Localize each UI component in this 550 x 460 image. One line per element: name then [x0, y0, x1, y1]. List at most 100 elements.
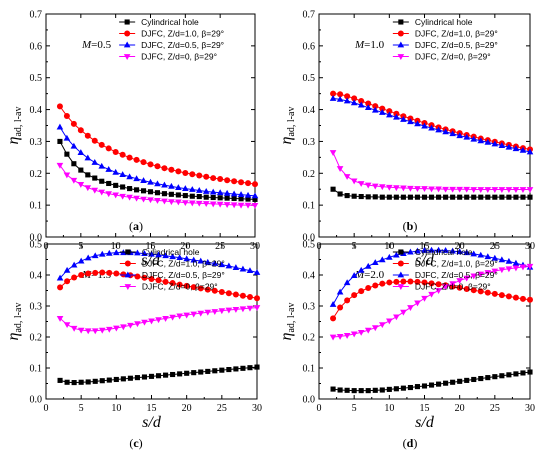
- data-point: [63, 172, 71, 179]
- data-point: [148, 276, 155, 283]
- data-point: [477, 288, 484, 295]
- data-point: [526, 148, 534, 155]
- data-point: [393, 185, 400, 192]
- data-point: [189, 171, 196, 178]
- data-point: [414, 300, 421, 307]
- data-point: [133, 195, 140, 202]
- caption-paren: ): [139, 436, 143, 450]
- data-point: [105, 145, 112, 152]
- data-point: [127, 375, 133, 381]
- data-point: [70, 177, 78, 184]
- data-point: [470, 135, 478, 142]
- data-point: [398, 19, 404, 25]
- data-point: [505, 266, 513, 273]
- y-tick-label: 0.3: [303, 302, 316, 313]
- y-tick-label: 0.5: [303, 240, 316, 251]
- data-point: [141, 374, 148, 380]
- data-point: [127, 186, 133, 192]
- data-point: [254, 295, 260, 302]
- data-point: [512, 294, 519, 301]
- data-point: [216, 201, 224, 208]
- x-tick-label: 5: [352, 403, 357, 414]
- panel-caption: (c): [129, 436, 142, 450]
- data-point: [393, 113, 400, 120]
- data-point: [106, 249, 113, 256]
- data-point: [176, 254, 183, 261]
- y-tick-label: 0.5: [30, 240, 43, 251]
- legend-label: DJFC, Z/d=0.5, β=29°: [415, 270, 498, 280]
- caption-letter: d: [407, 436, 414, 450]
- x-tick-label: 25: [217, 403, 227, 414]
- data-point: [414, 247, 421, 254]
- series-0: [330, 186, 533, 200]
- data-point: [120, 271, 127, 278]
- data-point: [120, 184, 126, 190]
- data-point: [365, 100, 372, 107]
- data-point: [78, 167, 84, 173]
- data-point: [436, 194, 442, 200]
- data-point: [169, 253, 176, 260]
- data-point: [112, 192, 119, 199]
- data-point: [421, 194, 428, 200]
- data-point: [202, 201, 210, 207]
- data-point: [56, 162, 64, 169]
- caption-paren: (: [403, 219, 407, 233]
- data-point: [240, 365, 246, 371]
- data-point: [464, 194, 470, 200]
- data-point: [189, 200, 196, 207]
- data-point: [393, 194, 399, 200]
- data-point: [92, 175, 98, 181]
- data-point: [484, 270, 492, 276]
- data-point: [169, 314, 176, 321]
- data-point: [372, 282, 379, 289]
- data-point: [364, 182, 372, 189]
- data-point: [505, 143, 513, 150]
- data-point: [140, 159, 147, 166]
- data-point: [397, 284, 405, 290]
- data-point: [232, 307, 240, 313]
- data-point: [84, 328, 92, 335]
- data-point: [400, 194, 406, 200]
- data-point: [330, 90, 337, 97]
- data-point: [421, 383, 428, 389]
- data-point: [154, 163, 161, 170]
- data-point: [140, 196, 147, 203]
- data-point: [330, 386, 336, 392]
- caption-paren: ): [413, 436, 417, 450]
- data-point: [106, 180, 112, 187]
- chart-panel-c: 0 5 10 15 20 25 30 0.0 0.1 0.2 0.3 0.4 0.5 s/d ηad, l-…: [5, 240, 262, 451]
- mach-annotation-val: =2.0: [364, 269, 384, 281]
- data-point: [71, 161, 77, 167]
- y-axis-label-subscript: ad, l-av: [286, 107, 297, 137]
- data-point: [226, 367, 232, 373]
- data-point: [205, 368, 211, 374]
- data-point: [98, 327, 106, 334]
- data-point: [428, 186, 435, 193]
- y-tick-label: 0.5: [303, 73, 316, 84]
- data-point: [204, 286, 211, 293]
- data-point: [435, 288, 442, 294]
- data-point: [148, 318, 155, 325]
- data-point: [70, 142, 78, 149]
- mach-annotation-val: =0.5: [91, 39, 111, 51]
- data-point: [99, 178, 105, 184]
- data-point: [98, 250, 106, 257]
- data-point: [230, 190, 238, 197]
- data-point: [407, 305, 414, 311]
- series-2: [56, 249, 261, 281]
- data-point: [407, 248, 414, 255]
- data-point: [112, 168, 119, 175]
- data-point: [91, 137, 98, 144]
- data-point: [182, 200, 189, 207]
- data-point: [197, 257, 205, 264]
- caption-letter: b: [407, 219, 414, 233]
- data-point: [344, 93, 351, 100]
- data-point: [407, 118, 414, 125]
- data-point: [344, 297, 351, 304]
- legend-label: Cylindrical hole: [142, 247, 200, 257]
- y-tick-label: 0.0: [303, 395, 316, 406]
- data-point: [183, 255, 190, 262]
- data-point: [393, 110, 400, 117]
- data-point: [196, 172, 203, 179]
- data-point: [344, 193, 350, 199]
